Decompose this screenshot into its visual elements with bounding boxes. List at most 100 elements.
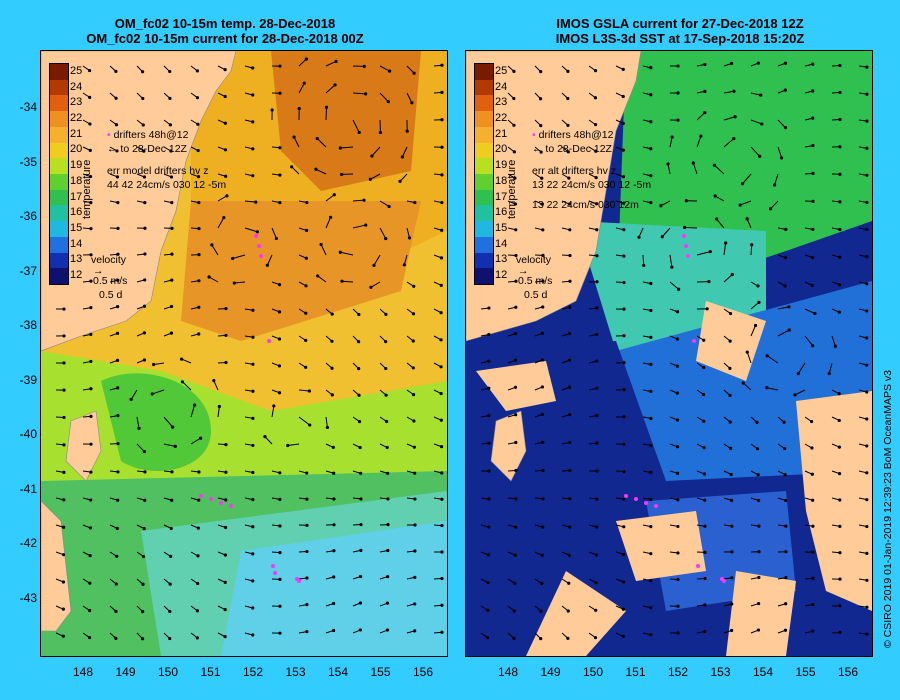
current-vector-head <box>621 634 625 639</box>
x-tick-label: 151 <box>625 665 646 679</box>
x-tick-label: 153 <box>285 665 306 679</box>
current-vector <box>379 200 390 207</box>
current-vector-head <box>705 307 709 311</box>
current-vector-head <box>61 580 66 584</box>
x-tick-label: 155 <box>795 665 816 679</box>
current-vector <box>696 251 711 256</box>
current-vector <box>723 274 733 283</box>
current-vector-head <box>622 228 626 232</box>
current-vector-head <box>837 445 841 449</box>
right-colorbar-tick: 25 <box>495 64 508 77</box>
current-vector <box>669 254 673 268</box>
current-vector-head <box>637 235 641 239</box>
current-vector-head <box>224 360 228 365</box>
current-vector-head <box>362 198 366 202</box>
current-vector-head <box>539 150 543 154</box>
current-vector-head <box>141 582 145 586</box>
current-vector-head <box>329 215 333 219</box>
current-vector-head <box>114 123 119 127</box>
current-vector-head <box>168 582 172 586</box>
current-vector-head <box>865 605 869 609</box>
current-vector-head <box>304 256 308 260</box>
current-vector-head <box>89 253 93 257</box>
current-vector <box>370 173 381 180</box>
current-vector-head <box>225 194 229 198</box>
current-vector-head <box>141 554 146 559</box>
current-vector-head <box>278 471 282 475</box>
left-velocity-scale: 0.5 m/s <box>93 275 128 287</box>
current-vector-head <box>787 305 791 309</box>
left-title-line1: OM_fc02 10-15m temp. 28-Dec-2018 <box>114 16 336 31</box>
current-vector-head <box>512 636 516 640</box>
current-vector-head <box>833 344 837 348</box>
current-vector-head <box>514 279 518 283</box>
current-vector-head <box>540 202 544 206</box>
current-vector-head <box>811 255 815 260</box>
current-vector-head <box>231 256 235 261</box>
current-vector-head <box>676 498 680 502</box>
current-vector-head <box>514 497 518 501</box>
left-colorbar-tick: 17 <box>70 190 83 203</box>
current-vector-head <box>622 552 626 556</box>
current-vector-head <box>745 350 749 354</box>
current-vector <box>232 254 246 260</box>
current-vector-head <box>195 96 200 100</box>
current-vector-head <box>210 243 214 247</box>
current-vector-head <box>251 443 255 448</box>
current-vector-head <box>332 523 336 527</box>
current-vector-head <box>170 498 174 502</box>
current-vector-head <box>783 256 788 260</box>
current-vector-head <box>386 548 390 553</box>
current-vector-head <box>712 163 717 167</box>
right-colorbar-swatch <box>475 268 493 284</box>
current-vector-head <box>251 147 255 151</box>
drifter-point <box>254 234 258 238</box>
current-vector <box>804 335 814 347</box>
current-vector-head <box>386 471 390 475</box>
current-vector-head <box>513 176 517 180</box>
current-vector-head <box>541 468 545 472</box>
current-vector <box>217 406 220 418</box>
current-vector-head <box>305 471 309 475</box>
current-vector <box>293 136 300 148</box>
current-vector-head <box>838 577 842 581</box>
current-vector-head <box>594 149 598 153</box>
current-vector-head <box>302 81 306 85</box>
current-vector-head <box>265 263 269 267</box>
current-vector-head <box>330 366 334 370</box>
right-colorbar-tick: 19 <box>495 159 508 172</box>
current-vector-head <box>541 525 545 529</box>
current-vector-head <box>659 204 663 208</box>
current-vector-head <box>865 524 869 529</box>
left-map-panel: 25 24 23 22 21 20 19 18 17 16 15 14 13 12 temperature… <box>40 50 448 657</box>
current-vector-head <box>332 471 336 475</box>
current-vector-head <box>169 526 173 531</box>
current-vector-head <box>223 68 227 72</box>
current-vector <box>667 163 671 175</box>
current-vector-head <box>88 608 92 613</box>
current-vector-head <box>769 207 773 211</box>
right-coastline <box>466 51 642 342</box>
current-vector-head <box>129 397 133 402</box>
current-vector <box>774 173 779 186</box>
current-vector-head <box>676 577 680 582</box>
current-vector-head <box>865 92 869 96</box>
current-vector-head <box>359 471 363 475</box>
current-vector-head <box>567 202 571 206</box>
current-vector-head <box>251 552 255 556</box>
current-vector-head <box>593 123 598 127</box>
current-vector-head <box>622 525 626 529</box>
current-vector-head <box>357 130 361 135</box>
current-vector-head <box>622 470 626 474</box>
current-vector-head <box>676 64 680 68</box>
current-vector-head <box>292 135 296 139</box>
current-vector-head <box>756 628 761 632</box>
current-vector-head <box>89 414 93 418</box>
current-vector-head <box>330 393 334 397</box>
current-vector-head <box>486 581 490 585</box>
current-vector <box>325 416 328 428</box>
current-vector-head <box>440 145 444 149</box>
right-colorbar-swatch <box>475 205 493 222</box>
current-vector-head <box>179 357 184 361</box>
current-vector-head <box>568 497 572 501</box>
